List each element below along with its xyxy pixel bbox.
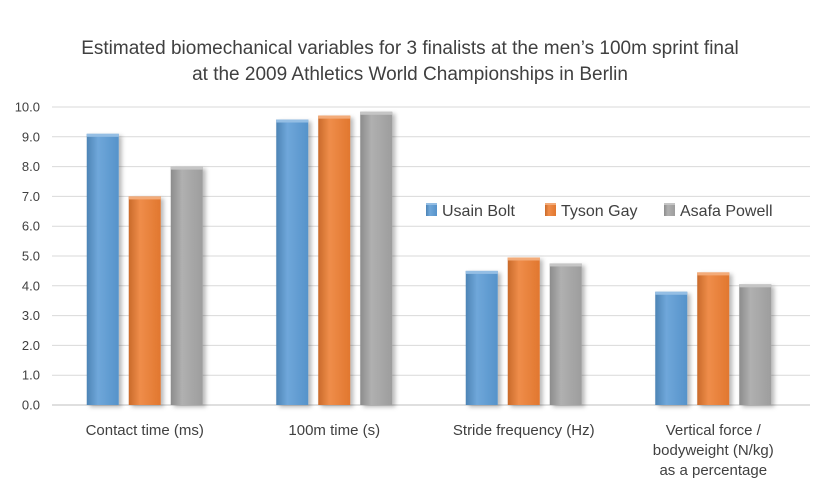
bar-tyson-gay: [507, 257, 540, 405]
legend-label: Usain Bolt: [442, 203, 515, 220]
y-tick-label: 7.0: [22, 189, 40, 204]
bar-top-highlight: [739, 284, 772, 288]
bar-top-highlight: [86, 133, 119, 137]
bar-usain-bolt: [655, 291, 688, 405]
x-category-label: Vertical force /: [666, 422, 762, 439]
x-category-label: Stride frequency (Hz): [453, 422, 595, 439]
bar-top-highlight: [360, 111, 393, 115]
y-tick-label: 4.0: [22, 278, 40, 293]
bar-usain-bolt: [276, 119, 309, 406]
x-category-label: 100m time (s): [288, 422, 380, 439]
legend-swatch: [545, 203, 556, 216]
bar-asafa-powell: [170, 166, 203, 405]
bar-top-highlight: [697, 272, 730, 276]
bar-top-highlight: [318, 115, 351, 119]
legend-swatch-highlight: [664, 203, 675, 205]
chart-subtitle: at the 2009 Athletics World Championship…: [192, 64, 628, 85]
y-tick-label: 5.0: [22, 249, 40, 264]
legend-label: Tyson Gay: [561, 203, 637, 220]
bar-top-highlight: [549, 263, 582, 267]
legend-swatch-highlight: [545, 203, 556, 205]
y-tick-label: 10.0: [15, 100, 40, 115]
bar-top-highlight: [507, 257, 540, 261]
bar-top-highlight: [128, 196, 161, 200]
bar-asafa-powell: [360, 111, 393, 405]
x-category-label: Contact time (ms): [86, 422, 204, 439]
bar-asafa-powell: [549, 263, 582, 405]
bar-top-highlight: [276, 119, 309, 123]
bar-asafa-powell: [739, 284, 772, 405]
bar-top-highlight: [655, 291, 688, 295]
x-category-label: bodyweight (N/kg): [653, 442, 774, 459]
y-tick-label: 3.0: [22, 308, 40, 323]
y-tick-label: 0.0: [22, 398, 40, 413]
y-tick-label: 8.0: [22, 159, 40, 174]
bar-top-highlight: [465, 270, 498, 274]
legend-swatch-highlight: [426, 203, 437, 205]
y-tick-label: 6.0: [22, 219, 40, 234]
legend-swatch: [664, 203, 675, 216]
y-tick-label: 9.0: [22, 129, 40, 144]
legend-label: Asafa Powell: [680, 203, 773, 220]
bar-tyson-gay: [697, 272, 730, 405]
bar-top-highlight: [170, 166, 203, 170]
chart-title: Estimated biomechanical variables for 3 …: [81, 38, 739, 59]
bar-tyson-gay: [318, 115, 351, 405]
bar-tyson-gay: [128, 196, 161, 405]
y-tick-label: 2.0: [22, 338, 40, 353]
bar-usain-bolt: [465, 270, 498, 405]
x-category-label: as a percentage: [659, 462, 767, 479]
bar-usain-bolt: [86, 133, 119, 405]
y-tick-label: 1.0: [22, 368, 40, 383]
legend-swatch: [426, 203, 437, 216]
